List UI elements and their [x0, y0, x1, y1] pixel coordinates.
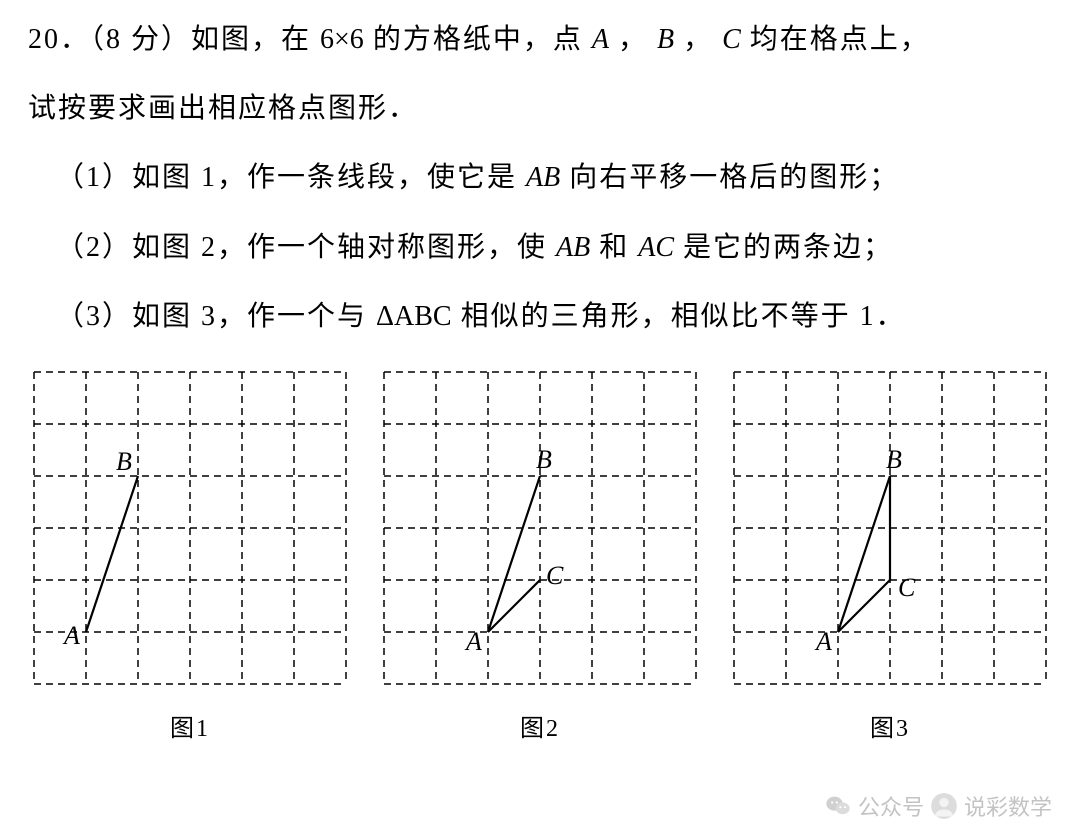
- figures-row: AB 图1 ABC 图2 ABC 图3: [28, 366, 1052, 743]
- figure-2-caption: 图2: [520, 708, 560, 743]
- figure-1: AB: [28, 366, 352, 690]
- figure-2: A B C: [378, 366, 702, 690]
- var-C: C: [722, 24, 741, 55]
- avatar-icon: [930, 792, 958, 820]
- text: ，: [609, 24, 657, 55]
- part-2: （2）如图 2，作一个轴对称图形，使 AB 和 AC 是它的两条边；: [28, 228, 1052, 267]
- figure-3-caption: 图3: [870, 708, 910, 743]
- text: 向右平移一格后的图形；: [560, 162, 899, 193]
- figure-1-caption: 图1: [170, 708, 210, 743]
- var-AC: AC: [638, 232, 674, 263]
- var-AB: AB: [526, 162, 560, 193]
- text: （2）如图 2，作一个轴对称图形，使: [56, 232, 556, 263]
- figure-2-wrap: A B C 图2: [378, 366, 702, 743]
- text: 的方格纸中，点: [364, 24, 592, 55]
- svg-text:B: B: [536, 445, 552, 474]
- svg-text:B: B: [886, 445, 902, 474]
- svg-text:A: A: [814, 627, 832, 656]
- text: 是它的两条边；: [674, 232, 893, 263]
- part-3: （3）如图 3，作一个与 ΔABC 相似的三角形，相似比不等于 1．: [28, 297, 1052, 336]
- page: 20．（8 分）如图，在 6×6 的方格纸中，点 A ， B ， C 均在格点上…: [0, 0, 1080, 743]
- text: （3）如图 3，作一个与: [56, 301, 376, 332]
- text: ，: [674, 24, 722, 55]
- problem-heading: 20．（8 分）如图，在 6×6 的方格纸中，点 A ， B ， C 均在格点上…: [28, 20, 1052, 59]
- figure-1-wrap: AB 图1: [28, 366, 352, 743]
- svg-text:C: C: [546, 561, 564, 590]
- svg-text:B: B: [116, 447, 132, 476]
- watermark-label-1: 公众号: [858, 790, 924, 822]
- wechat-icon: [824, 792, 852, 820]
- text: 和: [590, 232, 638, 263]
- var-AB: AB: [556, 232, 590, 263]
- watermark-label-2: 说彩数学: [964, 790, 1052, 822]
- text: 相似的三角形，相似比不等于 1．: [452, 301, 906, 332]
- watermark: 公众号 说彩数学: [824, 790, 1052, 822]
- math-6x6: 6×6: [320, 24, 364, 55]
- part-1: （1）如图 1，作一条线段，使它是 AB 向右平移一格后的图形；: [28, 158, 1052, 197]
- svg-text:A: A: [464, 627, 482, 656]
- text: （1）如图 1，作一条线段，使它是: [56, 162, 526, 193]
- text: 均在格点上，: [741, 24, 930, 55]
- var-A: A: [592, 24, 609, 55]
- var-B: B: [657, 24, 674, 55]
- figure-3-wrap: A B C 图3: [728, 366, 1052, 743]
- figure-3: A B C: [728, 366, 1052, 690]
- text: 20．（8 分）如图，在: [28, 24, 320, 55]
- problem-line2: 试按要求画出相应格点图形．: [28, 89, 1052, 128]
- tri-ABC: ΔABC: [376, 301, 452, 332]
- svg-text:C: C: [898, 573, 916, 602]
- svg-text:A: A: [62, 621, 80, 650]
